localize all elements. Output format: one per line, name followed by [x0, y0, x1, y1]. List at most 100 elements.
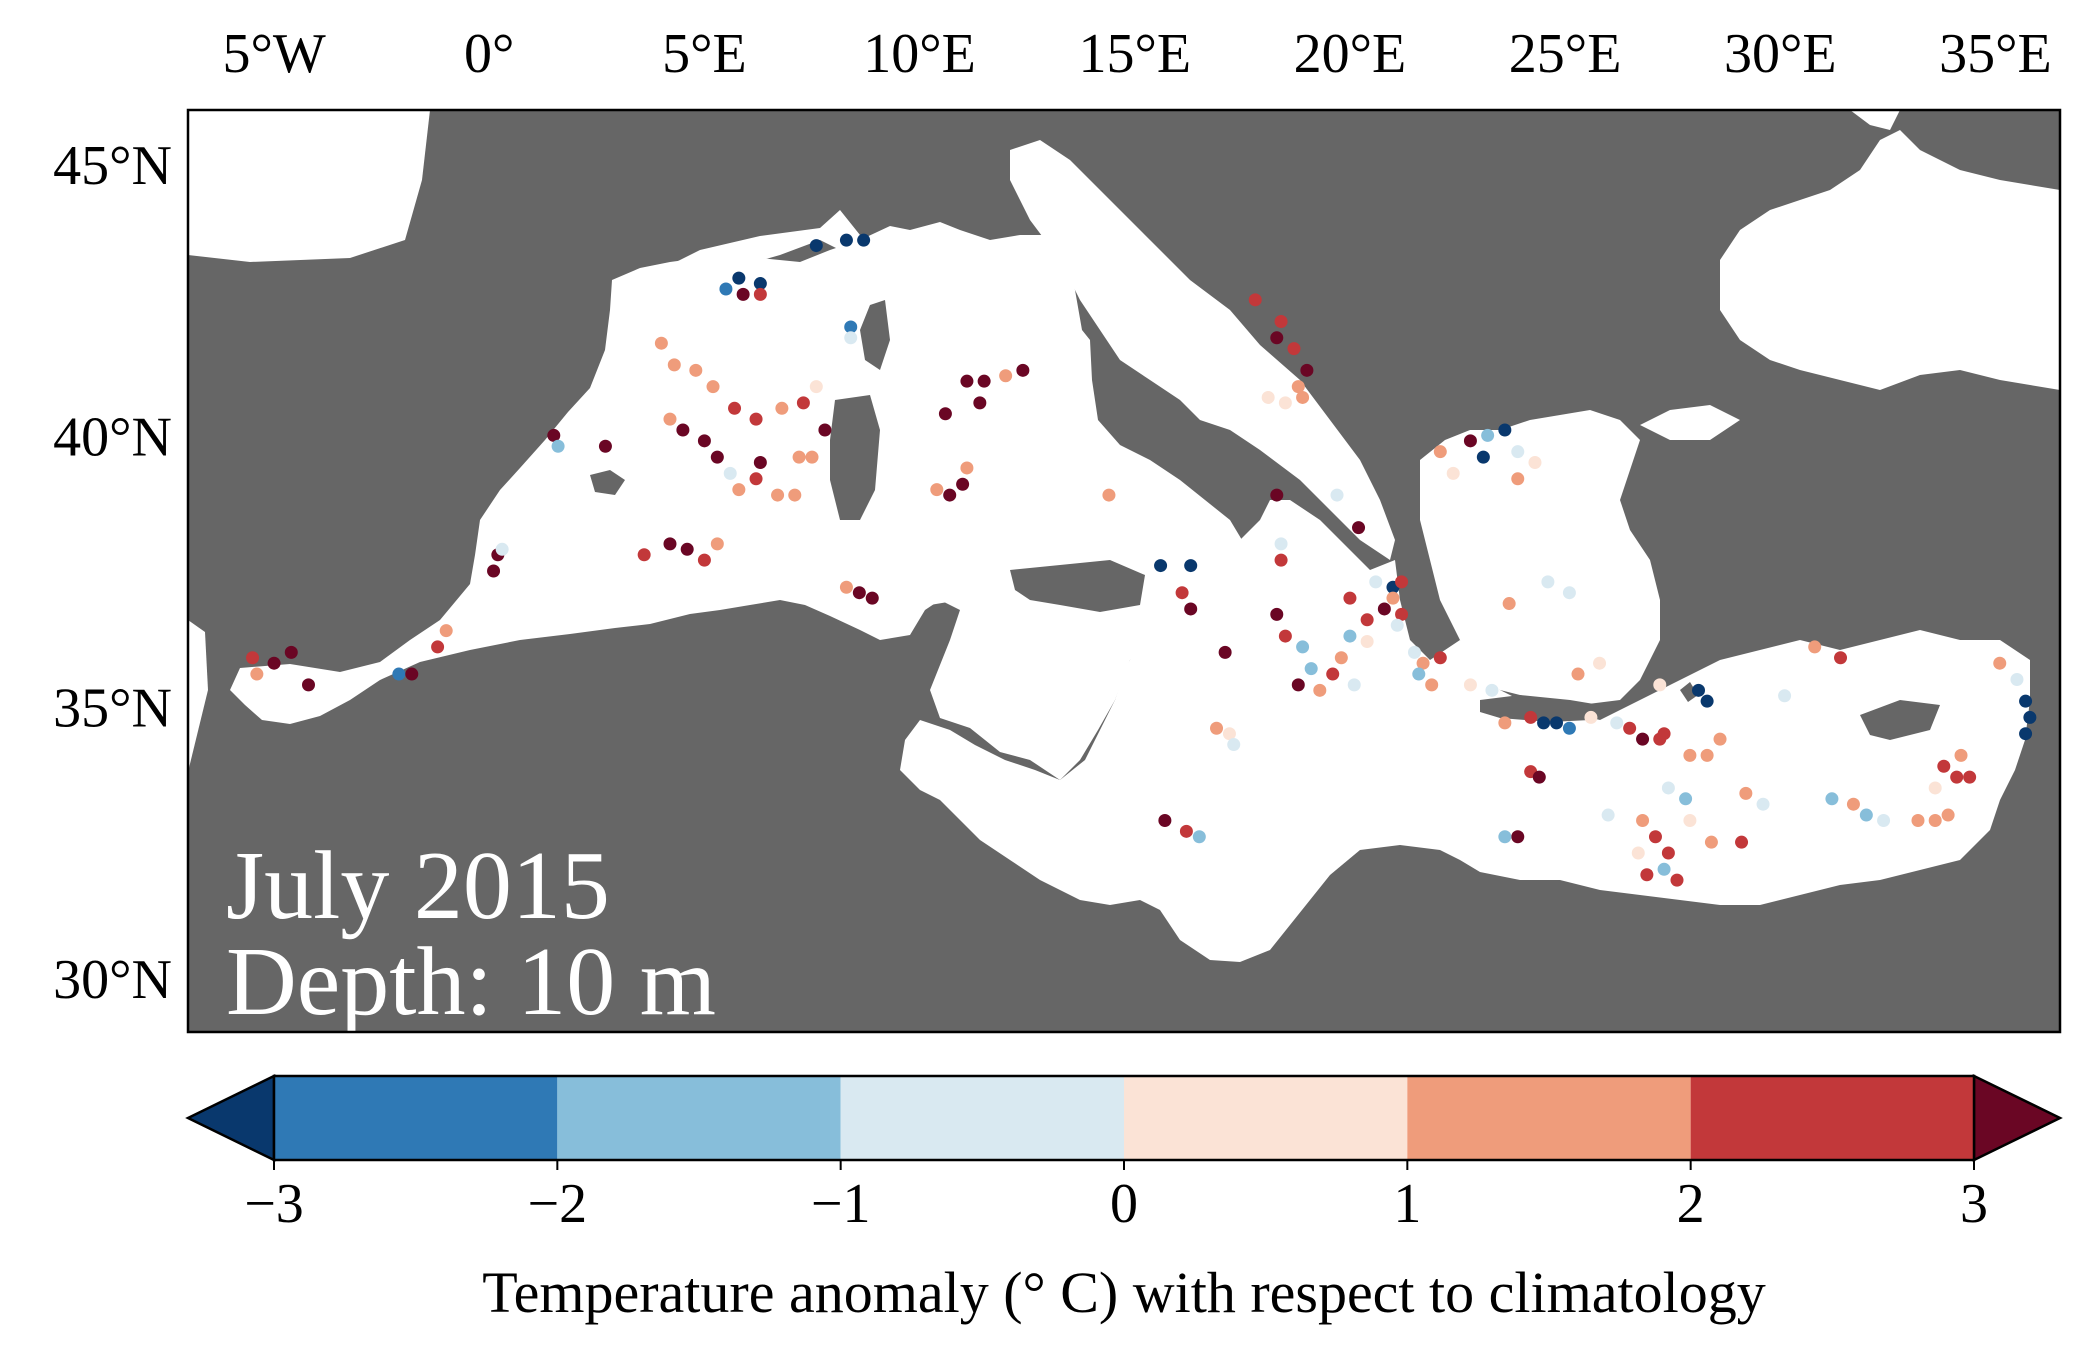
observation-point: [999, 369, 1013, 383]
observation-point: [667, 358, 681, 372]
observation-point: [844, 320, 858, 334]
observation-point: [1937, 759, 1951, 773]
observation-point: [1954, 748, 1968, 762]
latitude-tick-labels: 45°N 40°N 35°N 30°N: [53, 135, 172, 1011]
observation-point: [487, 564, 501, 578]
observation-point: [809, 380, 823, 394]
observation-point: [1360, 613, 1374, 627]
observation-point: [1304, 662, 1318, 676]
observation-point: [1395, 575, 1409, 589]
observation-point: [1623, 721, 1637, 735]
observation-point: [1528, 456, 1542, 470]
observation-point: [1481, 428, 1495, 442]
colorbar-tick-label: 2: [1677, 1173, 1705, 1235]
observation-point: [1347, 678, 1361, 692]
observation-point: [1300, 363, 1314, 377]
observation-point: [1532, 770, 1546, 784]
observation-point: [753, 456, 767, 470]
observation-point: [792, 450, 806, 464]
observation-point: [1485, 683, 1499, 697]
observation-point: [1704, 835, 1718, 849]
colorbar-tick-label: 1: [1393, 1173, 1421, 1235]
lat-tick-label: 30°N: [53, 949, 172, 1011]
observation-point: [977, 374, 991, 388]
observation-point: [1636, 732, 1650, 746]
observation-point: [749, 412, 763, 426]
observation-point: [749, 472, 763, 486]
island-sicily: [1010, 560, 1145, 612]
observation-point: [1334, 651, 1348, 665]
observation-point: [1498, 830, 1512, 844]
observation-point: [301, 678, 315, 692]
colorbar-tick-label: −1: [811, 1173, 871, 1235]
observation-point: [1343, 629, 1357, 643]
observation-point: [1834, 651, 1848, 665]
observation-point: [1270, 488, 1284, 502]
observation-point: [1446, 466, 1460, 480]
lon-tick-label: 10°E: [863, 23, 976, 85]
observation-point: [1846, 797, 1860, 811]
observation-point: [598, 439, 612, 453]
island-sardinia: [830, 395, 880, 520]
lon-tick-label: 0°: [464, 23, 514, 85]
colorbar-bin: [1690, 1076, 1974, 1160]
observation-point: [710, 537, 724, 551]
observation-point: [1950, 770, 1964, 784]
observation-point: [1291, 380, 1305, 394]
observation-point: [676, 423, 690, 437]
observation-point: [1657, 727, 1671, 741]
observation-point: [805, 450, 819, 464]
observation-point: [732, 483, 746, 497]
lat-tick-label: 40°N: [53, 406, 172, 468]
lon-tick-label: 5°E: [662, 23, 747, 85]
observation-point: [1218, 645, 1232, 659]
observation-point: [1756, 797, 1770, 811]
observation-point: [1433, 651, 1447, 665]
observation-point: [1683, 813, 1697, 827]
observation-point: [1433, 445, 1447, 459]
observation-point: [392, 667, 406, 681]
islands: [590, 300, 1940, 740]
observation-point: [1963, 770, 1977, 784]
observation-point: [1261, 390, 1275, 404]
observation-point: [973, 396, 987, 410]
observation-point: [839, 580, 853, 594]
observation-point: [1537, 716, 1551, 730]
observation-point: [1511, 472, 1525, 486]
observation-point: [1524, 710, 1538, 724]
colorbar-tick-label: 3: [1960, 1173, 1988, 1235]
observation-point: [753, 287, 767, 301]
observation-point: [1636, 813, 1650, 827]
observation-point: [1274, 537, 1288, 551]
observation-point: [938, 407, 952, 421]
observation-point: [1877, 813, 1891, 827]
observation-point: [775, 401, 789, 415]
observation-point: [697, 434, 711, 448]
observation-point: [1360, 635, 1374, 649]
map-panel: July 2015 Depth: 10 m: [188, 110, 2060, 1032]
observation-point: [1498, 716, 1512, 730]
observation-point: [1463, 678, 1477, 692]
observation-point: [1377, 602, 1391, 616]
observation-point: [1463, 434, 1477, 448]
observation-point: [1278, 629, 1292, 643]
observation-point: [1352, 521, 1366, 535]
observation-point: [1661, 846, 1675, 860]
observation-point: [1631, 846, 1645, 860]
observation-point: [250, 667, 264, 681]
observation-point: [728, 401, 742, 415]
island-mallorca: [590, 470, 625, 495]
observation-point: [732, 271, 746, 285]
observation-point: [1270, 331, 1284, 345]
observation-point: [1859, 808, 1873, 822]
observation-point: [857, 233, 871, 247]
observation-point: [1270, 607, 1284, 621]
observation-point: [547, 428, 561, 442]
observation-point: [1584, 710, 1598, 724]
lon-tick-label: 35°E: [1939, 23, 2052, 85]
observation-point: [1511, 445, 1525, 459]
observation-point: [1562, 586, 1576, 600]
observation-point: [1808, 640, 1822, 654]
observation-point: [1825, 792, 1839, 806]
